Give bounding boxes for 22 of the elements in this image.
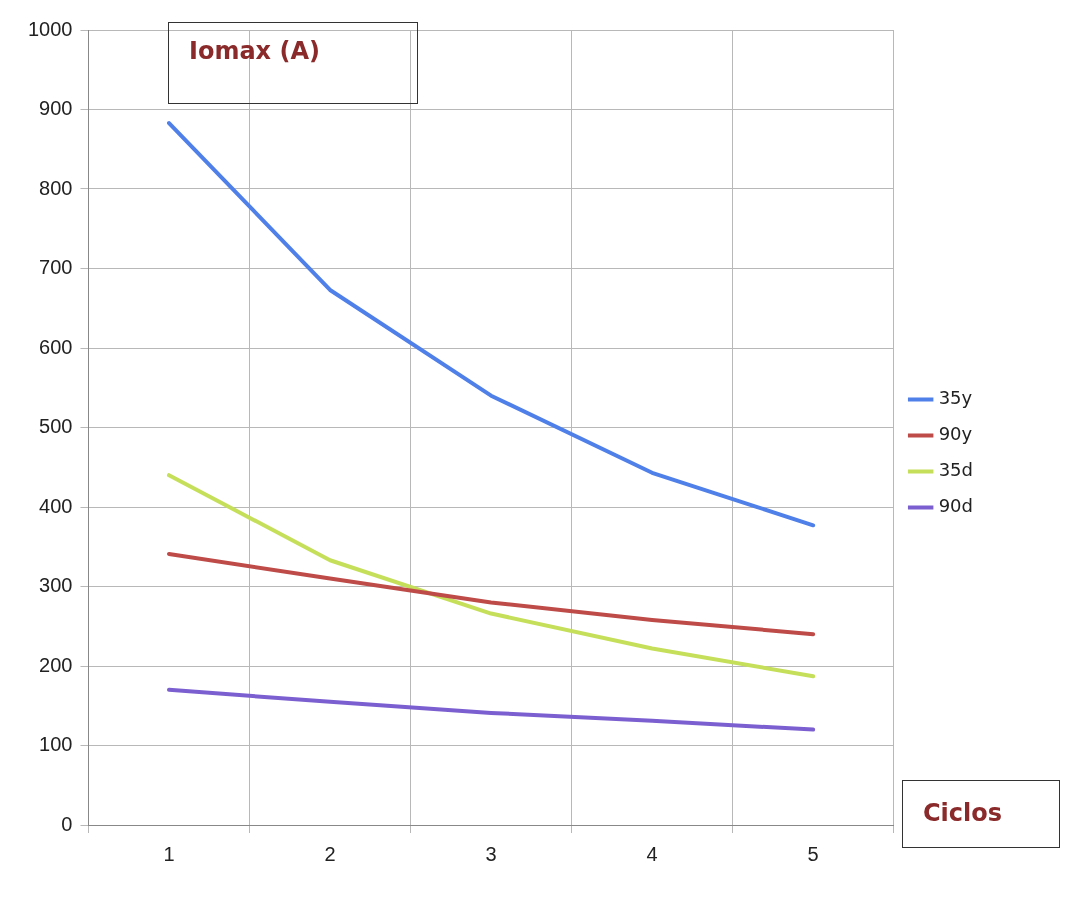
y-tick-label: 800 — [39, 176, 73, 199]
x-tick-label: 4 — [646, 842, 658, 865]
x-tick-label: 1 — [163, 842, 175, 865]
x-tick-label: 5 — [807, 842, 819, 865]
x-tick-label: 3 — [485, 842, 497, 865]
legend-label: 90d — [938, 495, 974, 517]
y-tick-label: 500 — [39, 415, 73, 438]
y-tick-label: 200 — [39, 653, 73, 676]
y-tick-label: 600 — [39, 335, 73, 358]
y-tick-label: 100 — [39, 733, 73, 756]
legend-label: 35d — [938, 459, 974, 481]
y-tick-label: 900 — [39, 97, 73, 120]
legend-label: 90y — [938, 423, 973, 445]
label-box: Ciclos — [902, 780, 1060, 848]
label-box: Iomax (A) — [168, 22, 418, 104]
y-tick-label: 300 — [39, 574, 73, 597]
y-tick-label: 1000 — [27, 17, 73, 40]
y-tick-label: 700 — [39, 256, 73, 279]
y-tick-label: 400 — [39, 494, 73, 517]
y-tick-label: 0 — [61, 812, 73, 835]
legend-label: 35y — [938, 387, 973, 409]
x-tick-label: 2 — [324, 842, 336, 865]
